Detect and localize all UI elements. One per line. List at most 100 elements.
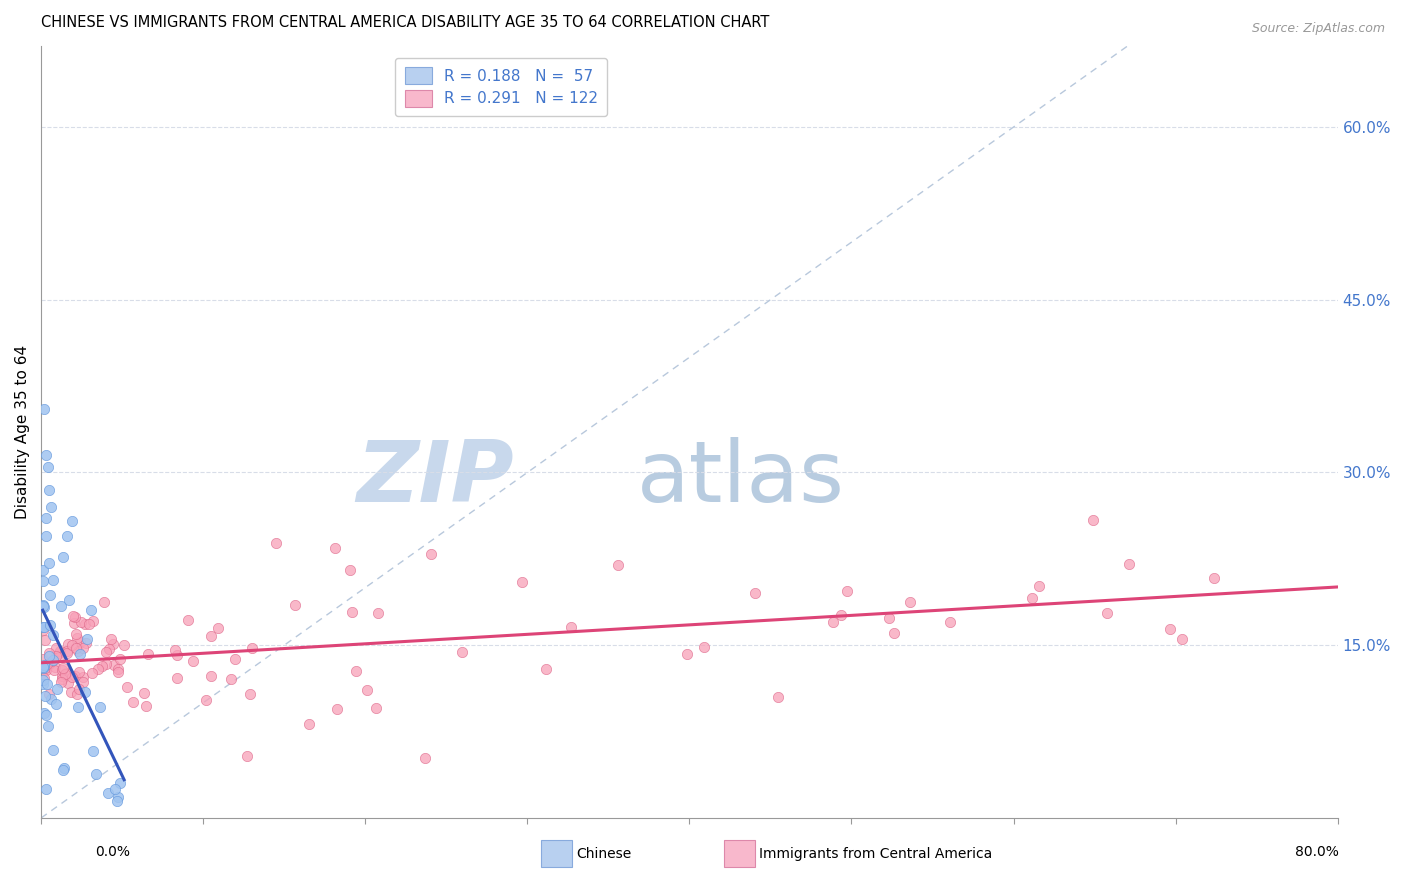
Point: [107, 662, 129, 676]
Point: [200, 669, 222, 683]
Point: [60, 514, 83, 528]
Point: [344, 664, 367, 678]
Point: [46, 682, 69, 697]
Point: [51, 673, 73, 687]
Point: [69, 647, 91, 661]
Point: [194, 692, 217, 706]
Point: [107, 790, 129, 805]
Point: [105, 794, 128, 808]
Point: [34, 510, 56, 524]
Point: [35, 529, 58, 543]
Point: [39, 617, 62, 632]
Point: [938, 615, 960, 629]
Point: [181, 655, 204, 669]
Point: [51, 664, 73, 678]
Point: [45, 649, 67, 664]
Point: [38, 686, 60, 700]
Point: [136, 647, 159, 661]
Point: [53, 667, 76, 681]
Point: [1159, 622, 1181, 636]
Y-axis label: Disability Age 35 to 64: Disability Age 35 to 64: [15, 345, 30, 519]
Point: [72, 640, 94, 655]
Point: [90, 659, 112, 673]
Point: [65, 640, 87, 655]
Point: [37, 719, 59, 733]
Point: [72, 674, 94, 689]
Point: [134, 686, 156, 700]
Point: [38, 649, 60, 664]
Point: [65, 626, 87, 640]
Point: [62, 609, 84, 624]
Point: [58, 592, 80, 607]
Point: [72, 670, 94, 684]
Point: [364, 701, 387, 715]
Point: [166, 671, 188, 685]
Point: [32, 659, 55, 673]
Point: [39, 589, 62, 603]
Point: [49, 599, 72, 614]
Point: [323, 541, 346, 555]
Point: [66, 644, 89, 658]
Point: [51, 550, 73, 565]
Point: [55, 665, 77, 680]
Point: [339, 563, 361, 577]
Point: [420, 547, 443, 561]
Point: [675, 647, 697, 661]
Point: [76, 632, 98, 646]
Point: [32, 600, 55, 615]
Point: [66, 632, 89, 646]
Point: [766, 690, 789, 704]
Point: [52, 661, 75, 675]
Point: [240, 640, 263, 655]
Point: [39, 692, 62, 706]
Point: [1081, 513, 1104, 527]
Text: 0.0%: 0.0%: [96, 845, 131, 859]
Point: [45, 640, 67, 655]
Point: [340, 605, 363, 619]
Point: [166, 648, 188, 662]
Point: [80, 603, 103, 617]
Point: [73, 616, 96, 631]
Point: [104, 782, 127, 797]
Point: [75, 636, 97, 650]
Point: [830, 607, 852, 622]
Point: [60, 638, 83, 652]
Point: [89, 700, 111, 714]
Point: [835, 583, 858, 598]
Point: [34, 632, 56, 647]
Point: [165, 643, 187, 657]
Point: [177, 613, 200, 627]
Point: [32, 706, 55, 720]
Point: [66, 687, 89, 701]
Point: [56, 644, 79, 658]
Point: [200, 629, 222, 643]
Point: [84, 767, 107, 781]
Point: [48, 646, 70, 660]
Point: [31, 623, 53, 637]
Point: [115, 681, 138, 695]
Point: [82, 614, 104, 628]
Point: [42, 742, 65, 756]
Point: [82, 744, 104, 758]
Point: [239, 687, 262, 701]
Point: [93, 595, 115, 609]
Point: [80, 665, 103, 680]
Point: [31, 652, 53, 666]
Point: [32, 661, 55, 675]
Point: [52, 763, 75, 777]
Point: [87, 662, 110, 676]
Text: atlas: atlas: [637, 437, 845, 520]
Point: [42, 628, 65, 642]
Point: [224, 652, 246, 666]
Point: [413, 751, 436, 765]
Point: [108, 776, 131, 790]
Point: [236, 749, 259, 764]
Point: [103, 658, 125, 673]
Point: [66, 700, 89, 714]
Point: [69, 634, 91, 648]
Point: [34, 660, 56, 674]
Text: Source: ZipAtlas.com: Source: ZipAtlas.com: [1251, 22, 1385, 36]
Point: [56, 529, 79, 543]
Point: [79, 616, 101, 631]
Point: [284, 599, 307, 613]
